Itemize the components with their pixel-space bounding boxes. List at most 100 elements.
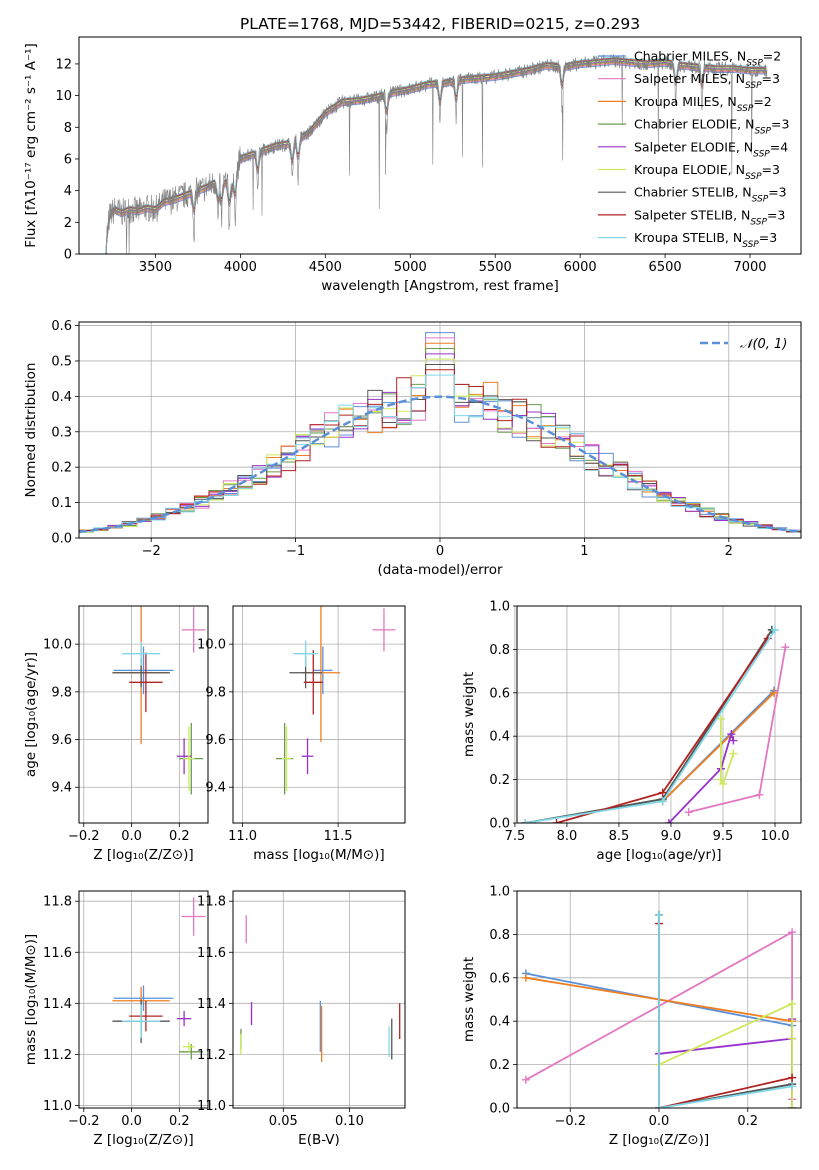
- x-tick-label: 11.5: [324, 829, 353, 844]
- panel-mass-weight-vs-age: 7.5 8.0 8.5 9.0 9.5 10.0 0.0 0.2 0.4 0.6 0.8 1.0 age…: [461, 600, 802, 863]
- y-tick-label: 11.8: [197, 895, 226, 910]
- y-tick-label: 0.1: [51, 496, 72, 511]
- y-axis-label: mass [log₁₀(M/M⊙)]: [23, 934, 39, 1065]
- legend-entry-count: =2: [753, 94, 771, 109]
- x-tick-label: 0.0: [649, 1114, 670, 1129]
- mass-weight-series-line: [668, 730, 735, 823]
- legend-entry-subscript: SSP: [753, 149, 770, 159]
- y-axis-label: age [log₁₀(age/yr)]: [23, 652, 39, 777]
- legend-entry-name: Kroupa MILES, N: [634, 94, 737, 109]
- x-tick-label: 0: [436, 544, 444, 559]
- x-tick-label: −0.2: [554, 1114, 586, 1129]
- legend-entry: Chabrier ELODIE, NSSP=3: [634, 117, 789, 137]
- mass-weight-series-line: [658, 1002, 793, 1108]
- x-tick-label: 2: [725, 544, 733, 559]
- mass-weight-series-line: [658, 914, 793, 1108]
- x-tick-label: 4000: [224, 260, 257, 275]
- panel-mass-weight-vs-Z: −0.2 0.0 0.2 0.0 0.2 0.4 0.6 0.8 1.0 Z [log₁₀(Z/Z…: [461, 885, 802, 1148]
- plus-marker: [788, 1034, 797, 1043]
- y-tick-label: 8: [64, 121, 72, 136]
- legend-entry: Chabrier STELIB, NSSP=3: [634, 185, 787, 205]
- y-axis-label: mass weight: [461, 672, 477, 757]
- plus-marker: [655, 910, 663, 919]
- plus-marker: [729, 736, 738, 745]
- plus-marker: [521, 973, 530, 982]
- y-tick-label: 0.0: [489, 817, 510, 832]
- axes-frame: [516, 890, 802, 1109]
- y-tick-label: 11.2: [43, 1048, 72, 1063]
- panel-spectrum: 3500 4000 4500 5000 5500 6000 6500 7000 0 2 4 6 8 10 1…: [23, 36, 802, 294]
- x-tick-label: 11.0: [228, 829, 257, 844]
- x-tick-label: 3500: [139, 260, 172, 275]
- x-tick-label: 5000: [394, 260, 427, 275]
- legend-entry-name: Chabrier STELIB, N: [634, 185, 752, 200]
- plus-marker: [718, 779, 727, 788]
- y-tick-label: 10.0: [43, 638, 72, 653]
- model-spectrum-line: [104, 59, 767, 254]
- legend-entry-count: =3: [768, 185, 786, 200]
- axes-frame: [78, 36, 802, 255]
- y-tick-label: 12: [55, 57, 72, 72]
- x-axis-label: E(B-V): [298, 1132, 340, 1148]
- model-spectrum-line: [104, 60, 767, 254]
- x-tick-label: 6500: [649, 260, 682, 275]
- legend-entry-name: Salpeter MILES, N: [634, 71, 745, 86]
- plus-marker: [788, 999, 797, 1008]
- x-tick-label: −1: [286, 544, 305, 559]
- legend-entry-name: Kroupa STELIB, N: [634, 230, 742, 245]
- axes-frame: [78, 890, 209, 1109]
- y-tick-label: 0.4: [51, 390, 72, 405]
- x-tick-label: 1: [580, 544, 588, 559]
- y-tick-label: 0.6: [489, 971, 510, 986]
- legend-entry: Kroupa STELIB, NSSP=3: [634, 230, 777, 250]
- legend-entry: Kroupa MILES, NSSP=2: [634, 94, 772, 114]
- plus-marker: [769, 688, 778, 697]
- plot-area: [104, 54, 768, 254]
- x-tick-label: 8.0: [557, 829, 578, 844]
- x-tick-label: 9.5: [713, 829, 734, 844]
- legend-entry-name: Chabrier ELODIE, N: [634, 117, 754, 132]
- histogram-step-line: [79, 353, 801, 532]
- panel-mass-vs-Z: −0.2 0.0 0.2 11.0 11.2 11.4 11.6 11.8 Z [log₁₀(Z…: [23, 890, 209, 1148]
- legend-entry-subscript: SSP: [742, 240, 759, 250]
- plot-area: [521, 910, 797, 1108]
- panel-age-vs-mass: 11.0 11.5 9.4 9.6 9.8 10.0 mass [log₁₀(M/M⊙)]: [197, 605, 406, 863]
- x-axis-label: Z [log₁₀(Z/Z⊙)]: [93, 847, 193, 863]
- y-tick-label: 11.4: [197, 997, 226, 1012]
- mass-weight-series-line: [525, 629, 773, 823]
- plot-area: [112, 606, 206, 795]
- axes-frame: [516, 605, 802, 824]
- y-tick-label: 0.0: [489, 1102, 510, 1117]
- model-spectrum-line: [104, 61, 767, 254]
- axes-frame: [232, 605, 406, 824]
- plus-marker: [727, 730, 736, 739]
- plot-area: [112, 897, 206, 1060]
- legend-entry-subscript: SSP: [737, 104, 754, 114]
- x-tick-label: 10.0: [761, 829, 790, 844]
- y-tick-label: 11.6: [197, 946, 226, 961]
- x-tick-label: −0.2: [68, 1114, 100, 1129]
- y-tick-label: 9.8: [205, 685, 226, 700]
- plus-marker: [716, 775, 725, 784]
- y-tick-label: 0.4: [489, 1015, 510, 1030]
- plus-marker: [658, 788, 667, 797]
- y-tick-label: 0.2: [489, 773, 510, 788]
- plot-area: [276, 606, 396, 795]
- axes-frame: [232, 890, 406, 1109]
- x-axis-label: mass [log₁₀(M/M⊙)]: [253, 847, 384, 863]
- plus-marker: [552, 819, 561, 823]
- plus-marker: [655, 1104, 663, 1108]
- figure-title: PLATE=1768, MJD=53442, FIBERID=0215, z=0…: [240, 15, 640, 33]
- x-tick-label: −2: [142, 544, 161, 559]
- y-tick-label: 2: [64, 216, 72, 231]
- plus-marker: [788, 1082, 797, 1091]
- panel-residuals: −2 −1 0 1 2 0.0 0.1 0.2 0.3 0.4 0.5 0.6 (data-model)…: [23, 319, 802, 578]
- legend-entry-subscript: SSP: [752, 195, 769, 205]
- y-axis-label: mass weight: [461, 957, 477, 1042]
- y-tick-label: 11.0: [197, 1099, 226, 1114]
- plot-area: [521, 625, 790, 823]
- x-axis-label: Z [log₁₀(Z/Z⊙)]: [609, 1132, 709, 1148]
- y-tick-label: 0.0: [51, 532, 72, 547]
- mass-weight-series-line: [525, 629, 773, 823]
